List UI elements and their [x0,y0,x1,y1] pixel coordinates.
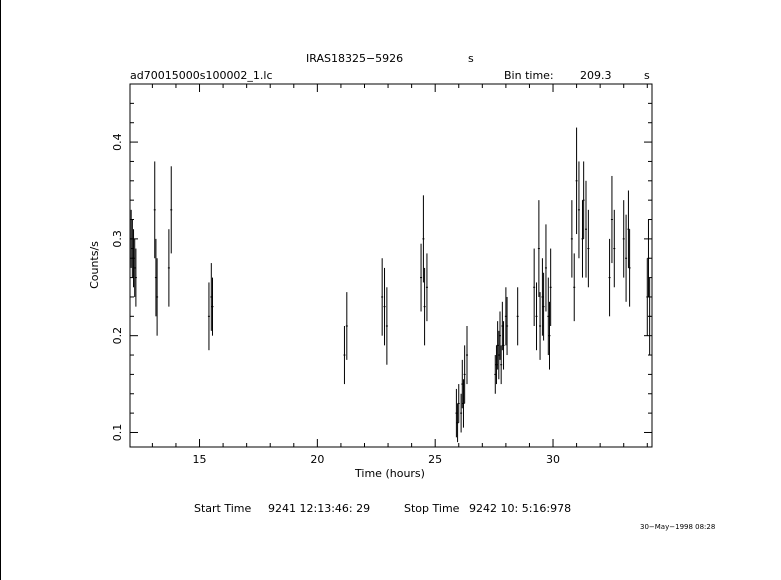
data-point [498,311,501,360]
plot-frame [129,83,653,448]
data-point [425,253,428,322]
data-point [494,355,497,394]
data-point [648,277,651,356]
data-point [500,345,503,385]
data-point [506,296,509,356]
data-point [570,200,573,278]
start-time-label: Start Time [194,502,252,515]
data-point [627,190,630,268]
data-point [170,166,173,254]
data-point [541,258,544,336]
data-point [383,267,386,346]
data-point [501,301,504,351]
data-point [539,292,542,360]
x-tick-label: 25 [428,453,442,466]
data-point [547,277,550,356]
stop-time-value: 9242 10: 5:16:978 [469,502,572,515]
data-point [646,258,649,336]
data-point [533,248,536,326]
data-point [130,209,133,268]
data-point [587,209,590,288]
data-point [457,384,460,423]
data-point [343,326,346,385]
data-point [134,248,137,307]
data-point [423,267,426,346]
stop-time-label: Stop Time [404,502,460,515]
axis-ticks: 15 20 25 30 0.1 0.2 0.3 0.4 [111,83,652,466]
data-point [502,321,505,370]
target-name: IRAS18325−5926 [306,52,404,65]
data-point [610,175,613,264]
data-point [385,287,388,365]
x-axis-label: Time (hours) [354,467,425,480]
data-point [495,345,498,385]
data-point [548,301,551,370]
data-point [608,238,611,317]
data-point [537,200,540,297]
data-point [497,330,500,380]
data-point [455,388,458,438]
x-tick-label: 20 [310,453,324,466]
data-point [462,379,465,428]
data-point [132,229,135,288]
data-point [516,287,519,346]
file-name: ad70015000s100002_1.lc [130,69,273,82]
data-point [625,214,628,302]
data-point [420,243,423,312]
data-point [211,277,214,336]
y-tick-label: 0.3 [111,230,124,248]
y-axis-label: Counts/s [88,241,101,289]
data-point [460,393,463,433]
data-point [207,282,210,351]
data-point [131,219,134,278]
data-point [575,127,578,235]
data-point [622,200,625,278]
data-point [133,238,136,297]
y-tick-label: 0.2 [111,327,124,345]
data-point [496,321,499,370]
data-points [130,127,651,443]
x-tick-label: 30 [546,453,560,466]
bin-time-label: Bin time: [504,69,554,82]
data-point [456,403,459,443]
data-point [210,263,213,331]
y-tick-label: 0.1 [111,424,124,442]
data-point [582,161,585,239]
data-point [542,272,545,341]
data-point [153,161,156,259]
data-point [628,229,631,307]
data-point [504,287,507,346]
bin-time-value: 209.3 [580,69,612,82]
data-point [154,238,157,317]
datestamp: 30−May−1998 08:28 [640,523,716,531]
data-point [544,224,547,312]
data-point [345,292,348,360]
x-tick-label: 15 [193,453,207,466]
data-point [581,200,584,278]
data-point [613,209,616,288]
data-point [585,180,588,278]
data-point [381,258,384,336]
data-point [647,219,650,297]
data-point [577,161,580,259]
data-point [461,359,464,409]
data-point [535,282,538,351]
data-point [463,345,466,404]
data-point [167,229,170,307]
data-point [156,258,159,336]
data-point [466,326,469,385]
data-point [549,248,552,326]
target-suffix: s [468,52,474,65]
y-tick-label: 0.4 [111,133,124,151]
bin-time-unit: s [644,69,650,82]
window-left-border [0,0,1,580]
data-point [573,253,576,322]
start-time-value: 9241 12:13:46: 29 [268,502,371,515]
data-point [422,195,425,283]
